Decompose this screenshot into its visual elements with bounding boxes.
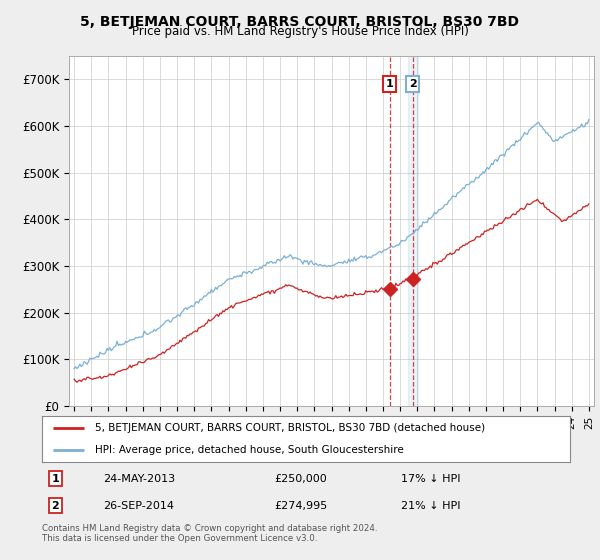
Text: 5, BETJEMAN COURT, BARRS COURT, BRISTOL, BS30 7BD (detached house): 5, BETJEMAN COURT, BARRS COURT, BRISTOL,…	[95, 423, 485, 433]
Text: 17% ↓ HPI: 17% ↓ HPI	[401, 474, 461, 484]
Text: HPI: Average price, detached house, South Gloucestershire: HPI: Average price, detached house, Sout…	[95, 445, 404, 455]
Text: 1: 1	[386, 79, 394, 89]
Text: 1: 1	[52, 474, 59, 484]
Text: 2: 2	[52, 501, 59, 511]
Text: 2: 2	[409, 79, 416, 89]
Text: Price paid vs. HM Land Registry's House Price Index (HPI): Price paid vs. HM Land Registry's House …	[131, 25, 469, 38]
Text: 26-SEP-2014: 26-SEP-2014	[103, 501, 174, 511]
Text: 5, BETJEMAN COURT, BARRS COURT, BRISTOL, BS30 7BD: 5, BETJEMAN COURT, BARRS COURT, BRISTOL,…	[80, 15, 520, 29]
Text: £250,000: £250,000	[274, 474, 327, 484]
Text: £274,995: £274,995	[274, 501, 328, 511]
Bar	[407, 56, 418, 406]
Text: 21% ↓ HPI: 21% ↓ HPI	[401, 501, 461, 511]
Text: Contains HM Land Registry data © Crown copyright and database right 2024.
This d: Contains HM Land Registry data © Crown c…	[42, 524, 377, 543]
Text: 24-MAY-2013: 24-MAY-2013	[103, 474, 175, 484]
